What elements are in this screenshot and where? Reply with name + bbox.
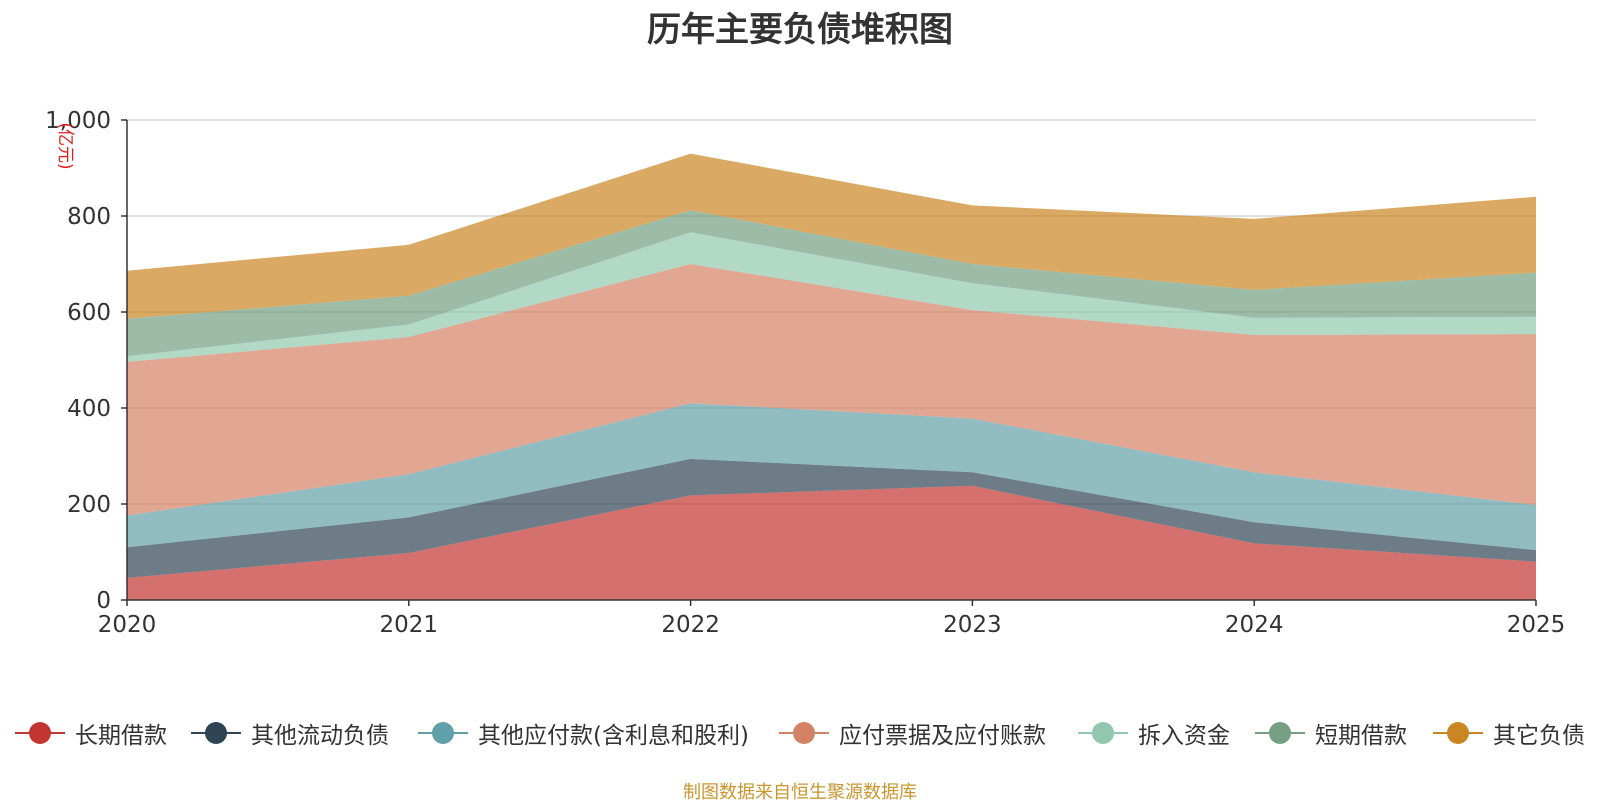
x-tick-label: 2020 xyxy=(98,612,157,638)
legend-label: 短期借款 xyxy=(1315,723,1407,749)
legend-marker-icon xyxy=(1255,716,1305,750)
area-series-6 xyxy=(127,210,1536,357)
legend-marker-icon xyxy=(1078,716,1128,750)
y-tick-label: 1,000 xyxy=(45,108,111,134)
legend-item-1[interactable]: 长期借款 xyxy=(15,716,167,750)
legend-item-2[interactable]: 其他流动负债 xyxy=(191,716,389,750)
x-tick-label: 2022 xyxy=(661,612,720,638)
legend-label: 拆入资金 xyxy=(1138,723,1230,749)
chart-title: 历年主要负债堆积图 xyxy=(647,10,953,50)
legend-label: 其它负债 xyxy=(1493,723,1585,749)
y-tick-label: 600 xyxy=(67,300,111,326)
legend-item-4[interactable]: 应付票据及应付账款 xyxy=(779,716,1046,750)
source-note: 制图数据来自恒生聚源数据库 xyxy=(683,782,917,803)
legend-marker-icon xyxy=(418,716,468,750)
y-axis-unit-label: (亿元) xyxy=(55,122,75,169)
area-layers xyxy=(127,153,1536,600)
y-tick-label: 200 xyxy=(67,492,111,518)
axes: 0 200 400 600 800 1,000 2020 2021 2022 2023 2024 20… xyxy=(45,108,1565,638)
legend-label: 长期借款 xyxy=(75,723,167,749)
legend-marker-icon xyxy=(1433,716,1483,750)
area-series-5 xyxy=(127,232,1536,362)
y-tick-label: 0 xyxy=(96,588,111,614)
legend-label: 应付票据及应付账款 xyxy=(839,723,1046,749)
legend-item-6[interactable]: 短期借款 xyxy=(1255,716,1407,750)
area-series-3 xyxy=(127,403,1536,551)
x-tick-label: 2023 xyxy=(943,612,1002,638)
area-series-7 xyxy=(127,153,1536,319)
legend-marker-icon xyxy=(779,716,829,750)
area-series-1 xyxy=(127,485,1536,600)
legend-item-3[interactable]: 其他应付款(含利息和股利) xyxy=(418,716,749,750)
area-series-4 xyxy=(127,264,1536,516)
legend-label: 其他应付款(含利息和股利) xyxy=(478,723,749,749)
x-tick-label: 2021 xyxy=(380,612,439,638)
y-tick-label: 400 xyxy=(67,396,111,422)
x-tick-label: 2024 xyxy=(1225,612,1284,638)
area-series-2 xyxy=(127,458,1536,578)
x-tick-label: 2025 xyxy=(1507,612,1566,638)
legend-item-5[interactable]: 拆入资金 xyxy=(1078,716,1230,750)
y-tick-label: 800 xyxy=(67,204,111,230)
legend-marker-icon xyxy=(15,716,65,750)
legend-item-7[interactable]: 其它负债 xyxy=(1433,716,1585,750)
legend: 长期借款 其他流动负债 其他应付款(含利息和股利) 应付票据及应付账款 拆入资金 短期借款… xyxy=(0,716,1600,750)
legend-label: 其他流动负债 xyxy=(251,723,389,749)
legend-marker-icon xyxy=(191,716,241,750)
